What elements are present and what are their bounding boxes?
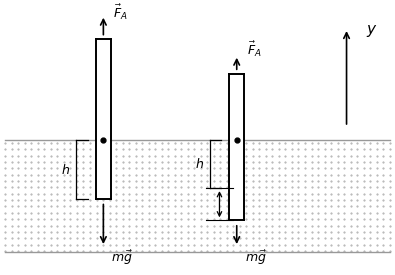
Text: $h$: $h$	[61, 163, 70, 177]
Text: $y$: $y$	[366, 23, 378, 39]
Polygon shape	[229, 73, 244, 220]
Text: $m\vec{g}$: $m\vec{g}$	[245, 248, 266, 266]
Polygon shape	[96, 39, 111, 199]
Text: $\vec{F}_A$: $\vec{F}_A$	[246, 40, 261, 59]
Text: $x$: $x$	[229, 198, 239, 211]
Text: $\vec{F}_A$: $\vec{F}_A$	[113, 2, 128, 22]
Text: $h$: $h$	[195, 157, 204, 171]
Text: $m\vec{g}$: $m\vec{g}$	[111, 248, 133, 266]
